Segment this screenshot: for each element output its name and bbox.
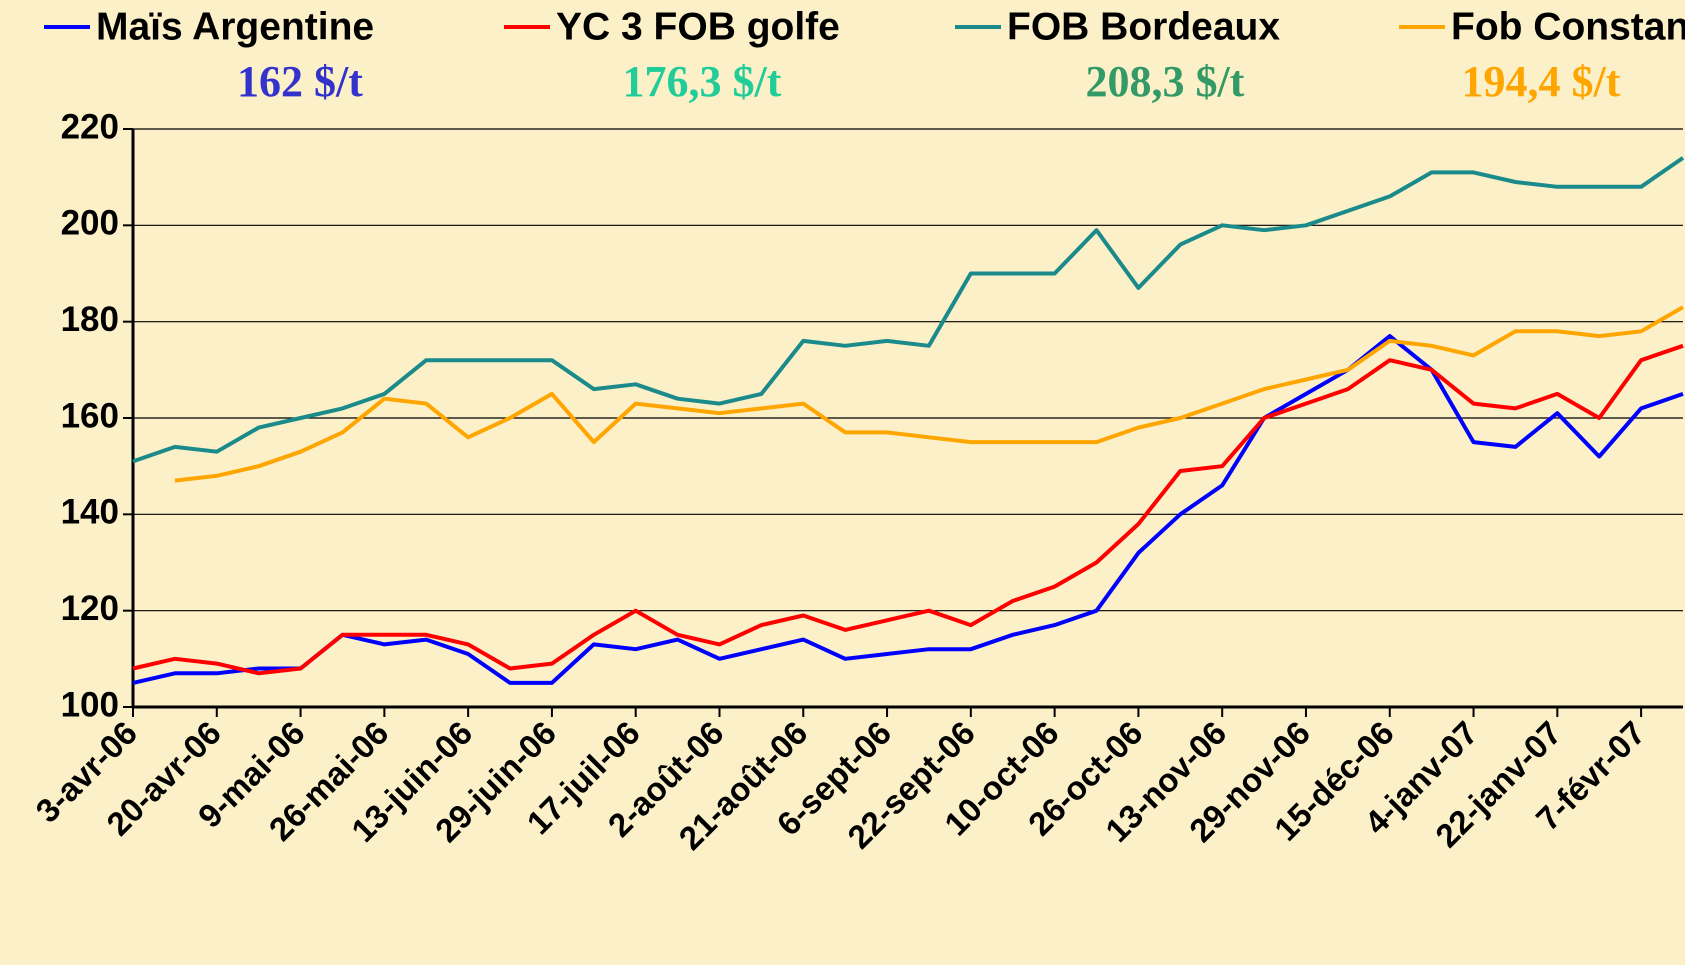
y-tick-label: 180 xyxy=(61,300,119,339)
series-line xyxy=(174,305,1684,483)
y-tick-label: 140 xyxy=(61,493,119,532)
annotation: 176,3 $/t xyxy=(623,57,782,106)
series-line xyxy=(132,343,1684,676)
legend-label: FOB Bordeaux xyxy=(1007,5,1280,48)
legend-label: Maïs Argentine xyxy=(96,5,374,48)
y-tick-label: 120 xyxy=(61,589,119,628)
y-tick-label: 100 xyxy=(61,685,119,724)
annotation: 208,3 $/t xyxy=(1086,57,1245,106)
series-line xyxy=(132,156,1685,464)
y-tick-label: 160 xyxy=(61,396,119,435)
y-tick-label: 220 xyxy=(61,107,119,146)
legend-label: YC 3 FOB golfe xyxy=(556,5,840,48)
y-tick-label: 200 xyxy=(61,204,119,243)
annotation: 162 $/t xyxy=(237,57,363,106)
series-line xyxy=(132,334,1684,685)
legend-label: Fob Constanza xyxy=(1451,5,1685,48)
annotation: 194,4 $/t xyxy=(1462,57,1621,106)
